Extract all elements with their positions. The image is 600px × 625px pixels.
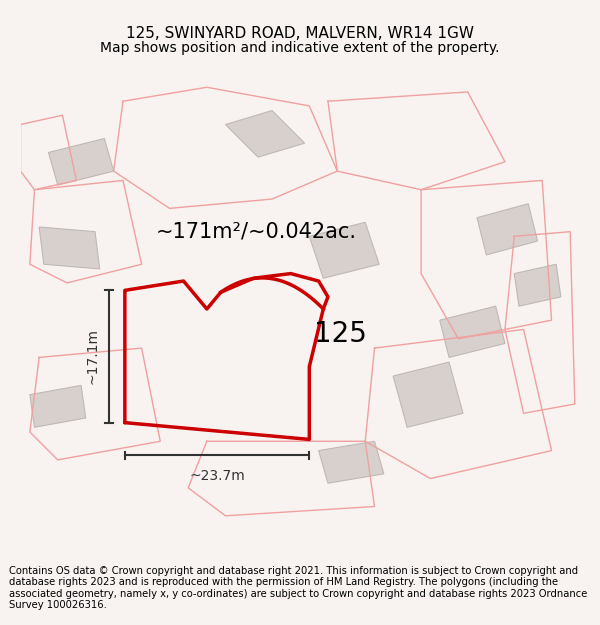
Text: 125: 125 (314, 320, 367, 348)
Text: ~23.7m: ~23.7m (189, 469, 245, 483)
Polygon shape (39, 227, 100, 269)
Text: ~171m²/~0.042ac.: ~171m²/~0.042ac. (155, 222, 356, 242)
Text: 125, SWINYARD ROAD, MALVERN, WR14 1GW: 125, SWINYARD ROAD, MALVERN, WR14 1GW (126, 26, 474, 41)
Polygon shape (393, 362, 463, 428)
Polygon shape (319, 441, 384, 483)
Polygon shape (440, 306, 505, 358)
Polygon shape (49, 139, 113, 185)
Text: Map shows position and indicative extent of the property.: Map shows position and indicative extent… (100, 41, 500, 54)
Polygon shape (30, 386, 86, 428)
Polygon shape (310, 222, 379, 278)
Polygon shape (226, 111, 305, 157)
Text: ~17.1m: ~17.1m (85, 329, 99, 384)
Text: Contains OS data © Crown copyright and database right 2021. This information is : Contains OS data © Crown copyright and d… (9, 566, 587, 611)
Polygon shape (514, 264, 561, 306)
Polygon shape (477, 204, 538, 255)
